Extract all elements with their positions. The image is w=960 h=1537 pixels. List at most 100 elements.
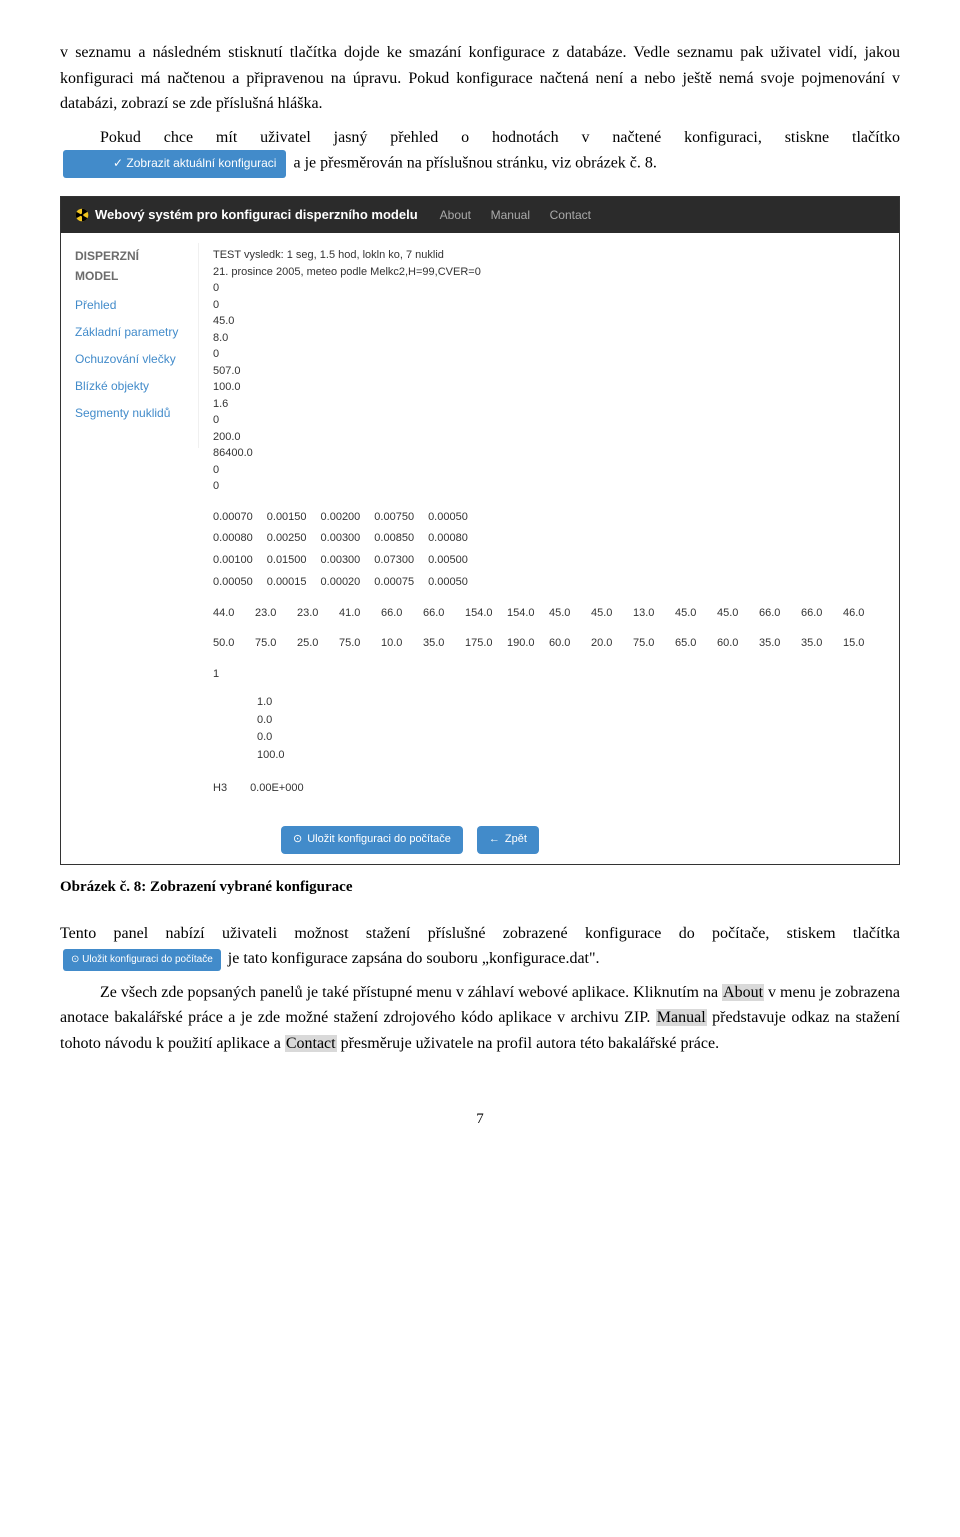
nav-about[interactable]: About: [440, 208, 471, 222]
small-col-row: 1.0: [213, 694, 885, 712]
sidebar-item-ochuzovani[interactable]: Ochuzování vlečky: [75, 346, 185, 373]
wide-cell: 66.0: [759, 605, 801, 623]
table-cell: 0.00750: [374, 507, 428, 529]
small-col-cell: 0.0: [257, 729, 301, 747]
paragraph-3: Tento panel nabízí uživateli možnost sta…: [60, 921, 900, 972]
list-value: 0: [213, 478, 885, 495]
table-cell: 0.01500: [267, 550, 321, 572]
save-config-button[interactable]: ⊙ Uložit konfiguraci do počítače: [281, 826, 463, 854]
result-title-1: TEST vysledk: 1 seg, 1.5 hod, lokln ko, …: [213, 247, 885, 264]
table-cell: 0.00015: [267, 572, 321, 594]
wide-cell: 75.0: [255, 635, 297, 653]
radiation-icon: [75, 208, 89, 222]
table-cell: 0.00100: [213, 550, 267, 572]
h3-value: 0.00E+000: [250, 782, 304, 794]
sidebar: DISPERZNÍ MODEL Přehled Základní paramet…: [61, 233, 199, 457]
wide-cell: 44.0: [213, 605, 255, 623]
wide-cell: 46.0: [843, 605, 885, 623]
paragraph-1: v seznamu a následném stisknutí tlačítka…: [60, 40, 900, 117]
screenshot-header: Webový systém pro konfiguraci disperzníh…: [61, 197, 899, 234]
result-title-2: 21. prosince 2005, meteo podle Melkc2,H=…: [213, 264, 885, 281]
nav-contact[interactable]: Contact: [550, 208, 591, 222]
list-value: 200.0: [213, 429, 885, 446]
list-value: 8.0: [213, 330, 885, 347]
sidebar-item-segmenty[interactable]: Segmenty nuklidů: [75, 400, 185, 427]
table-cell: 0.00250: [267, 528, 321, 550]
table-cell: 0.00050: [428, 572, 482, 594]
table-row: 0.000500.000150.000200.000750.00050: [213, 572, 482, 594]
list-value: 0: [213, 297, 885, 314]
paragraph-4d-text: přesměruje uživatele na profil autora té…: [337, 1035, 719, 1052]
single-value: 1: [213, 666, 885, 684]
sidebar-item-zakladni[interactable]: Základní parametry: [75, 319, 185, 346]
wide-cell: 25.0: [297, 635, 339, 653]
wide-cell: 66.0: [801, 605, 843, 623]
table-row: 0.000800.002500.003000.008500.00080: [213, 528, 482, 550]
wide-cell: 66.0: [423, 605, 465, 623]
paragraph-2: Pokud chce mít uživatel jasný přehled o …: [60, 125, 900, 178]
wide-value-rows: 44.023.023.041.066.066.0154.0154.045.045…: [213, 605, 885, 652]
wide-cell: 13.0: [633, 605, 675, 623]
screenshot-footer: ⊙ Uložit konfiguraci do počítače ← Zpět: [61, 816, 899, 864]
list-value: 507.0: [213, 363, 885, 380]
paragraph-4a-text: Ze všech zde popsaných panelů je také př…: [100, 984, 722, 1001]
app-brand: Webový systém pro konfiguraci disperzníh…: [75, 205, 418, 226]
wide-cell: 45.0: [549, 605, 591, 623]
download-icon: ⊙: [293, 831, 302, 849]
nav-manual[interactable]: Manual: [491, 208, 530, 222]
paragraph-3b-text: je tato konfigurace zapsána do souboru „…: [228, 950, 600, 967]
sidebar-item-prehled[interactable]: Přehled: [75, 292, 185, 319]
screenshot-figure: Webový systém pro konfiguraci disperzníh…: [60, 196, 900, 865]
list-value: 0: [213, 346, 885, 363]
wide-cell: 60.0: [549, 635, 591, 653]
list-value: 45.0: [213, 313, 885, 330]
wide-cell: 35.0: [759, 635, 801, 653]
wide-cell: 154.0: [507, 605, 549, 623]
wide-row: 44.023.023.041.066.066.0154.0154.045.045…: [213, 605, 885, 623]
list-value: 100.0: [213, 379, 885, 396]
wide-cell: 60.0: [717, 635, 759, 653]
back-button[interactable]: ← Zpět: [477, 826, 539, 854]
small-column-values: 1.00.00.0100.0: [213, 694, 885, 764]
paragraph-2b-text: a je přesměrován na příslušnou stránku, …: [293, 155, 656, 172]
save-config-button-inline[interactable]: ⊙ Uložit konfiguraci do počítače: [63, 949, 221, 971]
small-col-row: 100.0: [213, 747, 885, 765]
contact-highlight: Contact: [285, 1035, 337, 1052]
table-cell: 0.00020: [321, 572, 375, 594]
small-col-cell: 0.0: [257, 712, 301, 730]
list-value: 1.6: [213, 396, 885, 413]
list-value: 0: [213, 412, 885, 429]
wide-cell: 66.0: [381, 605, 423, 623]
wide-cell: 190.0: [507, 635, 549, 653]
small-col-cell: [213, 747, 257, 765]
list-value: 0: [213, 280, 885, 297]
wide-cell: 15.0: [843, 635, 885, 653]
paragraph-2a-text: Pokud chce mít uživatel jasný přehled o …: [100, 129, 900, 146]
manual-highlight: Manual: [656, 1009, 707, 1026]
table-cell: 0.00080: [428, 528, 482, 550]
save-button-label: Uložit konfiguraci do počítače: [307, 831, 451, 849]
h3-label: H3: [213, 780, 247, 798]
small-col-cell: [213, 694, 257, 712]
wide-row: 50.075.025.075.010.035.0175.0190.060.020…: [213, 635, 885, 653]
list-value: 0: [213, 462, 885, 479]
wide-cell: 41.0: [339, 605, 381, 623]
sidebar-item-blizke[interactable]: Blízké objekty: [75, 373, 185, 400]
table-cell: 0.00500: [428, 550, 482, 572]
table-cell: 0.00300: [321, 550, 375, 572]
table-cell: 0.00050: [428, 507, 482, 529]
h3-row: H3 0.00E+000: [213, 780, 885, 798]
wide-cell: 35.0: [801, 635, 843, 653]
table-cell: 0.00070: [213, 507, 267, 529]
small-col-cell: [213, 712, 257, 730]
sidebar-title: DISPERZNÍ MODEL: [75, 247, 185, 285]
wide-cell: 45.0: [675, 605, 717, 623]
refresh-config-button[interactable]: ✓ Zobrazit aktuální konfiguraci: [63, 150, 286, 177]
table-cell: 0.00075: [374, 572, 428, 594]
paragraph-3a-text: Tento panel nabízí uživateli možnost sta…: [60, 925, 900, 942]
table-cell: 0.00150: [267, 507, 321, 529]
value-table-1: 0.000700.001500.002000.007500.000500.000…: [213, 507, 482, 593]
table-cell: 0.00200: [321, 507, 375, 529]
table-cell: 0.00080: [213, 528, 267, 550]
figure-caption: Obrázek č. 8: Zobrazení vybrané konfigur…: [60, 875, 900, 899]
